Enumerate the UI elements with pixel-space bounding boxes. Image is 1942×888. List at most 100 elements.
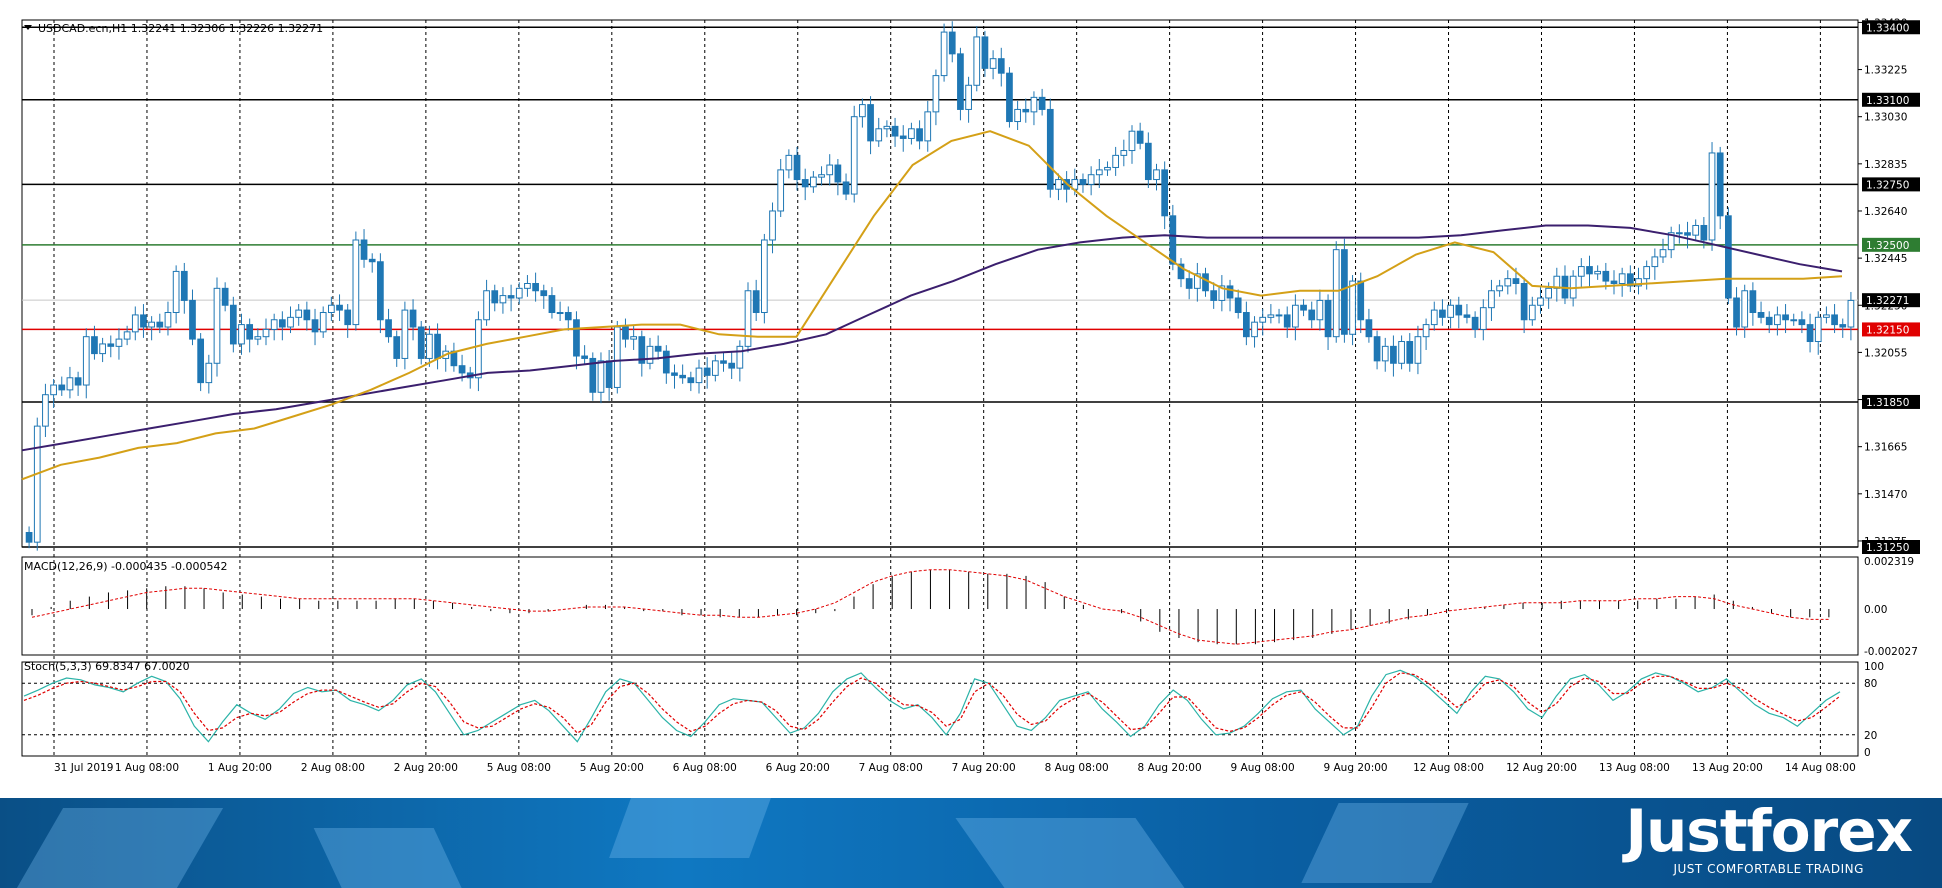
- x-tick-label: 31 Jul 2019: [54, 762, 113, 774]
- candle-body: [769, 210, 776, 241]
- macd-y-tick-label: 0.00: [1864, 604, 1887, 616]
- level-tag-label: 1.31850: [1866, 397, 1909, 409]
- x-tick-label: 2 Aug 20:00: [394, 762, 458, 774]
- macd-y-tick-label: -0.002027: [1864, 646, 1918, 658]
- footer-shard: [955, 818, 1185, 888]
- candle-body: [475, 319, 482, 379]
- candle-body: [1586, 266, 1593, 275]
- candle-body: [834, 164, 842, 183]
- candle-body: [1275, 314, 1283, 317]
- x-tick-label: 12 Aug 20:00: [1506, 762, 1577, 774]
- candle-body: [556, 312, 564, 315]
- candle-body: [573, 319, 580, 357]
- candle-body: [1161, 169, 1169, 217]
- x-tick-label: 8 Aug 20:00: [1138, 762, 1202, 774]
- grid: [21, 19, 1859, 757]
- candle-body: [1095, 169, 1103, 176]
- candle-body: [703, 367, 711, 376]
- candle-body: [1193, 273, 1201, 289]
- candle-body: [744, 290, 752, 347]
- candle-body: [957, 53, 964, 110]
- candle-body: [1414, 336, 1422, 364]
- candle-body: [540, 290, 548, 297]
- candle-body: [687, 377, 695, 384]
- stoch-main-line: [23, 669, 1841, 743]
- candle-body: [1488, 290, 1495, 309]
- brand-name: Justforex: [1625, 797, 1913, 865]
- candle-body: [859, 104, 866, 118]
- candle-body: [499, 295, 507, 304]
- candle-body: [1398, 341, 1405, 364]
- candle-body: [695, 367, 703, 384]
- x-tick-label: 8 Aug 08:00: [1045, 762, 1109, 774]
- candle-body: [752, 290, 760, 314]
- level-tag-label: 1.33400: [1866, 22, 1909, 34]
- candle-body: [1757, 312, 1765, 318]
- candle-body: [965, 84, 972, 110]
- candle-body: [1144, 142, 1152, 181]
- ma-slow-line: [21, 224, 1843, 452]
- footer-shard: [609, 798, 771, 858]
- candle-body: [1316, 299, 1324, 321]
- candle-body: [989, 58, 997, 69]
- candle-body: [728, 362, 736, 369]
- candle-body: [1169, 215, 1177, 265]
- level-tag: [1862, 394, 1920, 409]
- x-tick-label: 12 Aug 08:00: [1413, 762, 1484, 774]
- candle-body: [1626, 273, 1634, 287]
- candle-body: [932, 75, 940, 113]
- candle-body: [278, 319, 286, 328]
- candle-body: [1128, 130, 1136, 152]
- candle-body: [393, 336, 401, 359]
- x-tick-label: 7 Aug 08:00: [859, 762, 923, 774]
- candle-body: [1790, 319, 1798, 322]
- candle-body: [622, 326, 629, 340]
- candle-body: [1357, 280, 1365, 321]
- candle-body: [336, 304, 343, 311]
- brand-logo[interactable]: Justforex JUST COMFORTABLE TRADING: [1625, 797, 1913, 876]
- stoch-pane-title: Stoch(5,3,3) 69.8347 67.0020: [24, 660, 190, 673]
- candle-body: [426, 333, 433, 359]
- candle-body: [1831, 314, 1838, 326]
- candle-body: [908, 128, 915, 139]
- stoch-y-tick-label: 20: [1864, 730, 1877, 742]
- candle-body: [1692, 224, 1700, 236]
- chart-background: [0, 0, 1942, 798]
- stoch-signal-line: [23, 672, 1841, 734]
- candle-body: [638, 336, 646, 364]
- price-pane-title: USDCAD.ecn,H1 1.32241 1.32306 1.32226 1.…: [38, 22, 323, 35]
- candle-body: [1055, 179, 1062, 190]
- candle-body: [1381, 345, 1389, 362]
- candle-body: [1430, 309, 1438, 326]
- candle-body: [826, 164, 834, 176]
- candle-body: [319, 312, 327, 333]
- candle-body: [123, 331, 131, 340]
- candle-body: [262, 328, 270, 338]
- candle-body: [1439, 309, 1446, 318]
- stoch-frame: [21, 661, 1859, 757]
- y-tick-label: 1.32055: [1864, 347, 1907, 359]
- candle-body: [646, 345, 654, 364]
- y-tick-label: 1.33030: [1864, 112, 1907, 124]
- candle-body: [1308, 309, 1316, 321]
- candle-body: [1079, 179, 1087, 185]
- symbol-dropdown-icon[interactable]: [24, 25, 32, 30]
- candle-body: [1749, 290, 1757, 314]
- candle-body: [205, 362, 213, 384]
- candle-body: [662, 350, 670, 374]
- candle-body: [1823, 314, 1830, 318]
- candle-body: [924, 111, 932, 142]
- candle-body: [491, 290, 499, 304]
- candle-body: [997, 58, 1005, 74]
- candle-body: [270, 319, 278, 330]
- candle-body: [246, 324, 254, 340]
- candle-body: [1798, 319, 1806, 326]
- candle-body: [25, 531, 33, 543]
- candle-body: [221, 287, 229, 306]
- candle-body: [352, 239, 360, 326]
- candle-body: [99, 343, 106, 355]
- candle-body: [1373, 336, 1381, 362]
- candle-body: [899, 135, 907, 139]
- candle-body: [1675, 232, 1683, 235]
- candle-body: [33, 425, 41, 543]
